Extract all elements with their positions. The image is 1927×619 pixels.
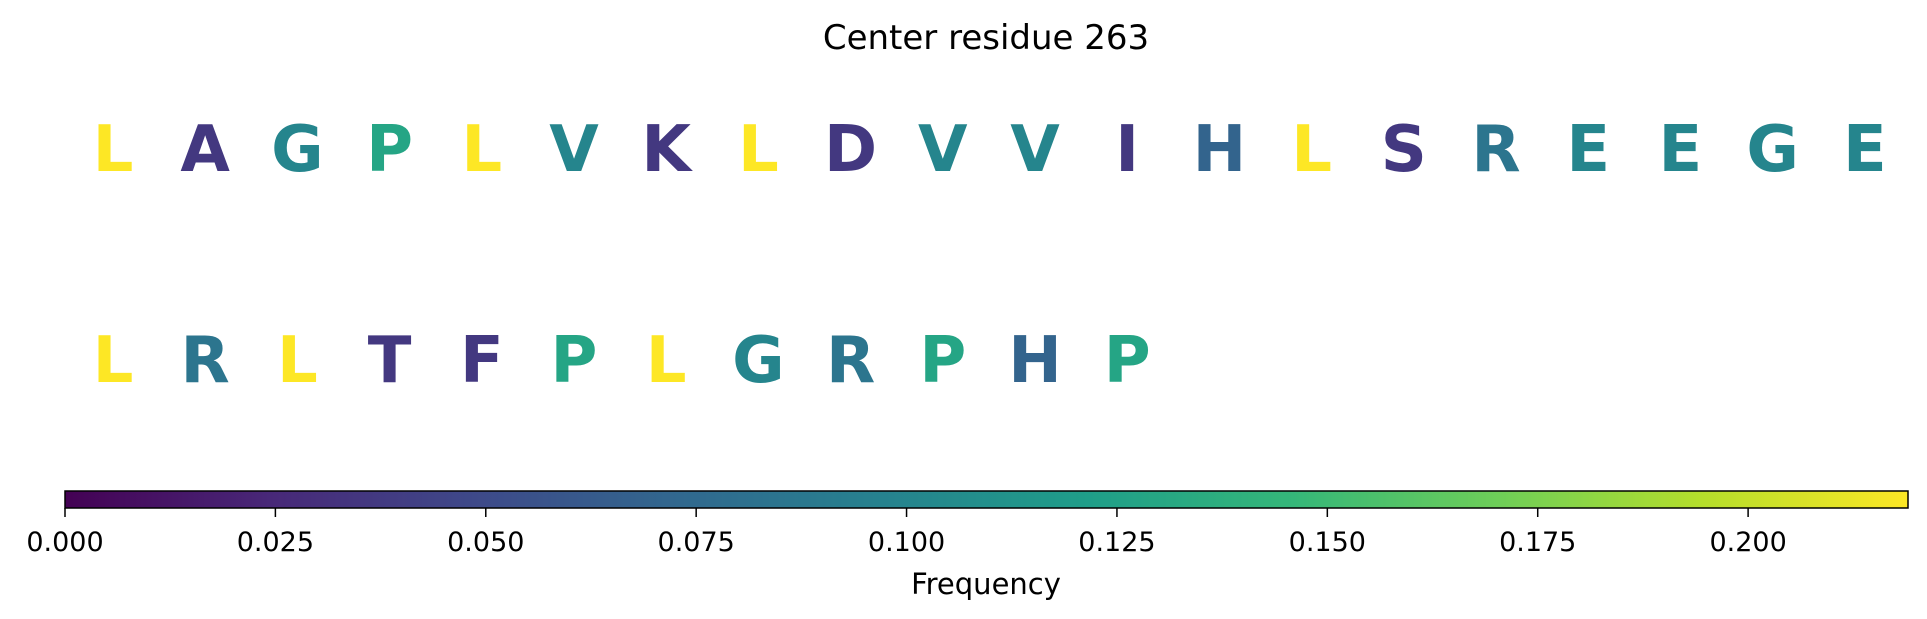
- residue-letter: L: [93, 113, 134, 187]
- residue-letter: D: [824, 113, 877, 187]
- colorbar-tick-label: 0.175: [1499, 527, 1576, 558]
- residue-letter: P: [919, 324, 966, 398]
- residue-letter: G: [1746, 113, 1799, 187]
- colorbar-gradient: [64, 490, 1909, 509]
- colorbar-tick-label: 0.000: [26, 527, 103, 558]
- residue-letter: V: [1010, 113, 1060, 187]
- residue-letter: L: [461, 113, 502, 187]
- residue-letter: L: [646, 324, 687, 398]
- residue-letter: V: [549, 113, 599, 187]
- residue-letter: L: [93, 324, 134, 398]
- residue-letter: L: [1291, 113, 1332, 187]
- residue-letter: P: [551, 324, 598, 398]
- residue-letter: R: [181, 324, 230, 398]
- colorbar-tick-label: 0.150: [1289, 527, 1366, 558]
- colorbar-tick-label: 0.200: [1709, 527, 1786, 558]
- residue-letter: P: [1104, 324, 1151, 398]
- residue-letter: I: [1115, 113, 1139, 187]
- colorbar-tick-label: 0.100: [868, 527, 945, 558]
- residue-letter: F: [460, 324, 504, 398]
- residue-letter: G: [732, 324, 785, 398]
- residue-letter: E: [1659, 113, 1703, 187]
- residue-letter: A: [180, 113, 230, 187]
- residue-letter: R: [826, 324, 875, 398]
- colorbar-tick-label: 0.050: [447, 527, 524, 558]
- residue-letter: S: [1381, 113, 1427, 187]
- residue-letter: T: [368, 324, 412, 398]
- residue-letter: P: [366, 113, 413, 187]
- colorbar-tick-label: 0.025: [237, 527, 314, 558]
- residue-letter: H: [1008, 324, 1062, 398]
- residue-letter: L: [277, 324, 318, 398]
- residue-letter: E: [1566, 113, 1610, 187]
- residue-letter: H: [1193, 113, 1247, 187]
- colorbar-tick-label: 0.075: [658, 527, 735, 558]
- residue-letter: E: [1843, 113, 1887, 187]
- residue-letter: L: [738, 113, 779, 187]
- chart-title: Center residue 263: [823, 18, 1149, 58]
- residue-letter: R: [1471, 113, 1520, 187]
- colorbar-ticks: 0.000 0.025 0.050 0.075 0.100 0.125 0.150 0.175…: [26, 508, 1787, 558]
- residue-letter: G: [271, 113, 324, 187]
- residue-letter: V: [918, 113, 968, 187]
- colorbar-label: Frequency: [911, 567, 1061, 601]
- residue-letters: L A G P L V K L D V V I H L S R E E G EL R L T F P L G R P H P: [93, 113, 1887, 398]
- colorbar-tick-label: 0.125: [1078, 527, 1155, 558]
- colorbar: 0.000 0.025 0.050 0.075 0.100 0.125 0.150 0.175…: [26, 490, 1909, 601]
- residue-letter: K: [641, 113, 693, 187]
